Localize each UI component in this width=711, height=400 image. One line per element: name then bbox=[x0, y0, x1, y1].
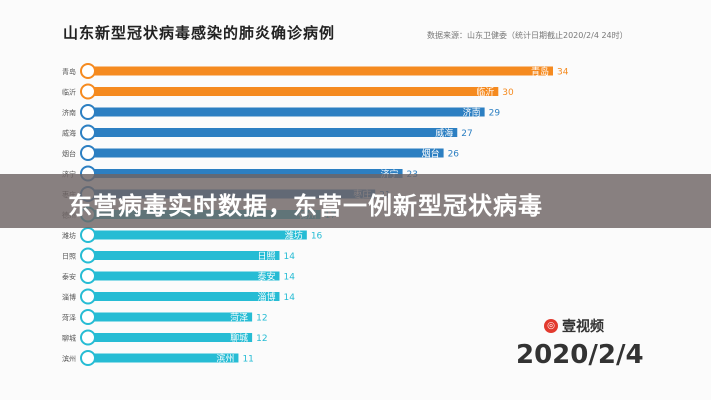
bar-inner-label: 日照 bbox=[257, 251, 275, 262]
bar-marker bbox=[80, 227, 96, 243]
category-label: 菏泽 bbox=[62, 313, 76, 322]
bar bbox=[88, 312, 253, 322]
value-label: 34 bbox=[557, 68, 569, 78]
bar-inner-label: 济南 bbox=[463, 107, 481, 119]
value-label: 14 bbox=[283, 273, 295, 283]
category-label: 淄博 bbox=[62, 293, 76, 302]
bar-inner-label: 滨州 bbox=[216, 353, 234, 365]
value-label: 27 bbox=[461, 129, 472, 139]
caption-text: 东营病毒实时数据，东营一例新型冠状病毒 bbox=[68, 192, 543, 220]
value-label: 30 bbox=[502, 88, 514, 98]
bar-marker bbox=[80, 268, 96, 284]
value-label: 14 bbox=[283, 293, 295, 303]
caption-banner bbox=[0, 174, 711, 228]
category-label: 泰安 bbox=[62, 272, 76, 281]
watermark-logo: ◎ 壹视频 bbox=[544, 316, 604, 336]
bar-inner-label: 泰安 bbox=[257, 271, 275, 283]
bar bbox=[88, 251, 280, 260]
bar bbox=[88, 230, 307, 240]
bar-marker bbox=[80, 309, 96, 325]
value-label: 26 bbox=[448, 150, 460, 160]
value-label: 11 bbox=[242, 355, 253, 365]
bar-marker bbox=[80, 247, 96, 264]
value-label: 16 bbox=[311, 232, 323, 242]
category-label: 威海 bbox=[62, 129, 76, 138]
bar bbox=[88, 271, 280, 281]
value-label: 29 bbox=[489, 109, 501, 119]
bar-inner-label: 青岛 bbox=[531, 66, 549, 78]
data-source: 数据来源：山东卫健委（统计日期截止2020/2/4 24时） bbox=[427, 31, 628, 40]
bar-marker bbox=[80, 124, 96, 141]
bar-inner-label: 淄博 bbox=[257, 291, 275, 303]
bar-marker bbox=[80, 350, 96, 366]
bar-marker bbox=[80, 83, 96, 100]
category-label: 济南 bbox=[62, 108, 76, 117]
bar-inner-label: 潍坊 bbox=[285, 230, 303, 242]
value-label: 12 bbox=[256, 314, 267, 324]
bar-marker bbox=[80, 104, 96, 120]
bar-marker bbox=[80, 288, 96, 305]
category-label: 潍坊 bbox=[62, 231, 76, 240]
bar bbox=[88, 66, 553, 76]
bar-inner-label: 菏泽 bbox=[230, 313, 248, 324]
value-label: 14 bbox=[283, 252, 295, 262]
date-label: 2020/2/4 bbox=[516, 340, 644, 370]
category-label: 临沂 bbox=[62, 88, 76, 97]
bar bbox=[88, 333, 253, 342]
bar-inner-label: 烟台 bbox=[422, 148, 440, 160]
bar bbox=[88, 128, 458, 137]
bar-inner-label: 聊城 bbox=[230, 332, 248, 344]
category-label: 滨州 bbox=[62, 354, 76, 363]
category-label: 聊城 bbox=[62, 334, 76, 343]
bar bbox=[88, 148, 444, 158]
bar bbox=[88, 353, 239, 363]
logo-text: 壹视频 bbox=[562, 319, 604, 335]
bar-marker bbox=[80, 63, 96, 79]
bar bbox=[88, 169, 403, 178]
chart-title: 山东新型冠状病毒感染的肺炎确诊病例 bbox=[63, 24, 336, 42]
bar-marker bbox=[80, 145, 96, 161]
category-label: 青岛 bbox=[62, 67, 76, 76]
value-label: 12 bbox=[256, 334, 267, 344]
category-label: 日照 bbox=[62, 253, 76, 261]
logo-icon: ◎ bbox=[544, 319, 558, 333]
category-label: 烟台 bbox=[62, 149, 76, 158]
bar-inner-label: 临沂 bbox=[476, 86, 494, 98]
bar bbox=[88, 87, 499, 96]
bar bbox=[88, 107, 485, 117]
bar-marker bbox=[80, 329, 96, 346]
bar-inner-label: 威海 bbox=[435, 127, 453, 139]
bar bbox=[88, 292, 280, 301]
